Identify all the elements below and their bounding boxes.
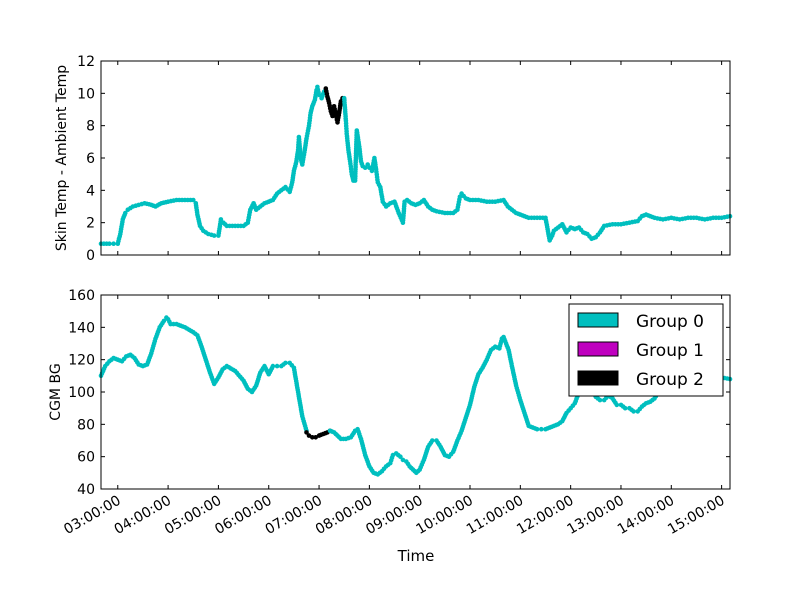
data-point: [211, 233, 217, 238]
legend-label-group-2: Group 2: [636, 370, 704, 390]
cgm-bg-y-axis-label: CGM BG: [48, 363, 64, 420]
y-tick-label: 100: [68, 385, 95, 401]
data-point: [270, 363, 276, 369]
y-tick-label: 2: [86, 216, 95, 232]
legend-entry-group-1: Group 1: [577, 341, 704, 361]
y-tick-label: 10: [77, 86, 95, 102]
skin-temp-x-ticks: [117, 61, 723, 255]
legend: Group 0 Group 1 Group 2: [568, 303, 724, 397]
data-point: [218, 217, 224, 222]
data-point: [398, 454, 403, 460]
skin-temp-panel: 0 2 4 6 8 10 12 Skin Temp - Ambient Temp: [54, 54, 733, 264]
legend-swatch-group-1: [577, 341, 619, 357]
data-point: [539, 426, 544, 432]
y-tick-label: 120: [68, 353, 95, 369]
data-point: [283, 360, 288, 366]
skin-temp-points: [98, 84, 733, 246]
data-point: [310, 435, 315, 440]
x-axis-label: Time: [397, 547, 435, 565]
y-tick-label: 40: [77, 482, 95, 498]
legend-label-group-0: Group 0: [636, 312, 704, 332]
data-point: [274, 363, 280, 369]
data-point: [362, 165, 368, 170]
legend-swatch-group-2: [577, 370, 619, 386]
cgm-bg-y-ticks: 40 60 80 100 120 140 160: [68, 288, 730, 498]
y-tick-label: 0: [86, 248, 95, 264]
legend-swatch-group-0: [577, 312, 619, 328]
legend-entry-group-0: Group 0: [577, 312, 704, 332]
legend-entry-group-2: Group 2: [577, 370, 704, 390]
data-point: [161, 318, 167, 324]
data-point: [123, 210, 128, 216]
y-tick-label: 140: [68, 320, 95, 336]
data-point: [304, 430, 309, 435]
y-tick-label: 80: [77, 417, 95, 433]
data-point: [313, 435, 319, 440]
y-tick-label: 8: [86, 119, 95, 135]
legend-label-group-1: Group 1: [636, 341, 704, 361]
data-point: [631, 409, 636, 414]
data-point: [597, 397, 603, 403]
data-point: [534, 426, 540, 432]
y-tick-label: 12: [77, 54, 95, 70]
y-tick-label: 6: [86, 151, 95, 167]
y-tick-label: 4: [86, 183, 95, 199]
skin-temp-y-ticks: 0 2 4 6 8 10 12: [77, 54, 730, 264]
skin-temp-y-axis-label: Skin Temp - Ambient Temp: [54, 65, 70, 251]
data-point: [430, 438, 435, 443]
data-point: [622, 405, 628, 411]
y-tick-label: 60: [77, 450, 95, 466]
data-point: [111, 241, 116, 246]
data-point: [191, 197, 196, 203]
data-point: [614, 402, 620, 408]
data-point: [107, 241, 112, 246]
y-tick-label: 160: [68, 288, 95, 304]
